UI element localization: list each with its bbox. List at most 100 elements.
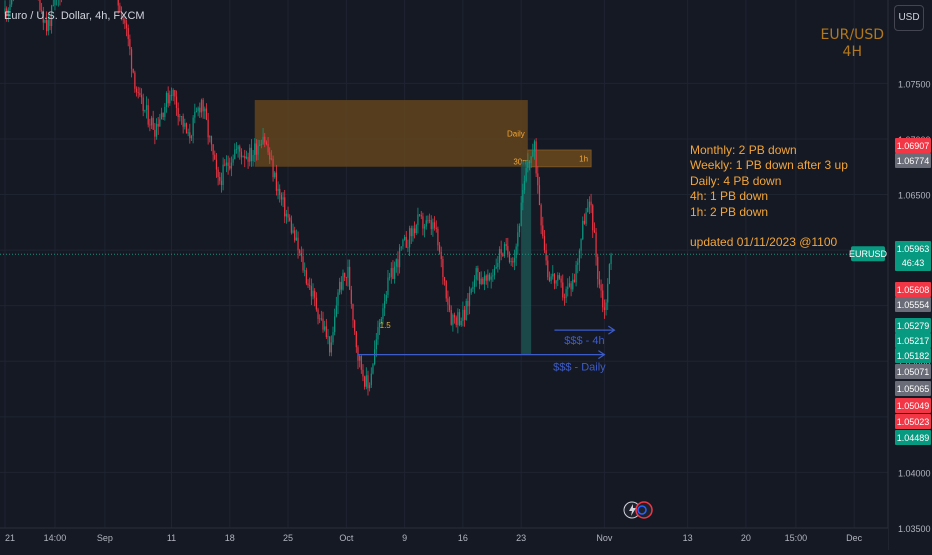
candle — [309, 277, 311, 290]
candle-body — [415, 224, 417, 234]
candle-body — [192, 117, 194, 136]
candle — [433, 216, 436, 231]
candle-body — [117, 0, 119, 6]
candle — [164, 103, 166, 121]
candle-body — [252, 155, 254, 162]
candle-body — [292, 230, 294, 233]
candle — [57, 0, 59, 7]
price-label-box — [895, 138, 931, 153]
candle — [502, 252, 504, 257]
candle — [377, 320, 379, 345]
candle — [169, 90, 171, 106]
candle — [224, 159, 226, 167]
candle-body — [483, 275, 486, 285]
candle — [345, 276, 347, 286]
candle — [392, 260, 394, 280]
candle — [125, 19, 128, 37]
candle-body — [144, 110, 146, 111]
candle — [280, 192, 282, 206]
annotations: $$$ - 4h $$$ - Daily 1.5 EURUSD — [0, 246, 888, 519]
candle — [202, 97, 204, 119]
candle — [523, 175, 526, 194]
candle-body — [257, 145, 259, 155]
candle — [462, 301, 464, 327]
candle-body — [345, 277, 347, 279]
candle — [517, 223, 519, 255]
candle-body — [503, 244, 506, 256]
candle — [537, 166, 539, 194]
candle — [458, 309, 461, 327]
candle — [445, 280, 447, 302]
candle — [310, 278, 312, 306]
candle-body — [249, 147, 251, 162]
candle-body — [532, 151, 534, 157]
candle — [315, 292, 317, 312]
candle — [274, 171, 276, 179]
candle — [317, 307, 319, 325]
candle-body — [538, 185, 541, 206]
candle-body — [570, 283, 572, 290]
candle — [207, 112, 209, 145]
currency-button[interactable]: USD — [894, 5, 924, 31]
candle-body — [463, 309, 466, 320]
candle — [175, 90, 178, 116]
candle-body — [587, 207, 589, 213]
candle — [408, 225, 411, 257]
candle-body — [4, 8, 6, 12]
candle-body — [310, 286, 312, 297]
candle — [130, 47, 133, 78]
candle — [465, 298, 467, 321]
candle-body — [578, 250, 581, 263]
candle-body — [239, 146, 241, 152]
candle-body — [528, 161, 531, 164]
candle — [225, 155, 228, 173]
candle — [320, 310, 322, 321]
candle-body — [280, 194, 282, 200]
candle — [282, 192, 284, 208]
candle-body — [47, 20, 49, 32]
candle — [210, 135, 213, 152]
candle-body — [240, 151, 243, 158]
candle-body — [360, 356, 362, 370]
candle-body — [220, 180, 223, 186]
candle-body — [6, 8, 8, 15]
candle — [51, 4, 53, 34]
candle — [440, 246, 442, 268]
candle-body — [152, 117, 154, 130]
candle-body — [129, 39, 131, 50]
candle-body — [125, 23, 128, 29]
candle — [12, 0, 14, 2]
candle — [423, 223, 426, 238]
candle — [592, 203, 594, 239]
candle — [525, 160, 527, 183]
candle-body — [169, 94, 171, 104]
candle-body — [137, 92, 139, 94]
candle-body — [493, 268, 496, 276]
candle-body — [545, 250, 547, 261]
grid — [0, 0, 888, 529]
candle — [170, 87, 173, 101]
candle — [570, 281, 572, 297]
candle — [508, 251, 511, 264]
candle — [332, 326, 334, 345]
lightning-icon-glyph — [629, 504, 636, 516]
candle-body — [512, 261, 514, 263]
price-label-box — [895, 364, 931, 379]
candle — [339, 277, 341, 295]
candle — [374, 340, 376, 366]
candle — [285, 209, 287, 224]
candle — [490, 272, 492, 289]
candle — [560, 275, 562, 288]
candle — [585, 207, 587, 227]
candle-body — [482, 278, 484, 285]
candle — [190, 134, 193, 141]
candle-body — [470, 288, 472, 293]
candle-body — [334, 316, 336, 333]
candle-body — [224, 164, 226, 166]
candle — [485, 274, 487, 285]
candle-body — [41, 10, 43, 12]
candle-body — [510, 261, 512, 263]
